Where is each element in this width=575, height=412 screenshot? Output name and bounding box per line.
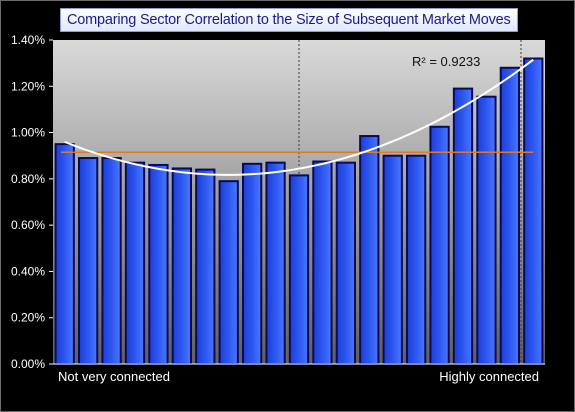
bar bbox=[288, 174, 310, 365]
bar bbox=[78, 157, 99, 365]
bar bbox=[335, 161, 356, 365]
y-tick-label: 0.20% bbox=[11, 311, 45, 325]
bar bbox=[429, 125, 450, 365]
bar bbox=[476, 95, 497, 365]
bar bbox=[452, 87, 474, 365]
y-tick-label: 0.40% bbox=[11, 264, 45, 278]
bar bbox=[382, 154, 403, 365]
bar bbox=[312, 160, 333, 365]
bar bbox=[148, 163, 169, 365]
bar bbox=[359, 135, 380, 365]
y-tick-label: 1.40% bbox=[11, 33, 45, 47]
y-tick-label: 0.80% bbox=[11, 172, 45, 186]
bar bbox=[218, 180, 239, 365]
chart-title: Comparing Sector Correlation to the Size… bbox=[67, 12, 511, 28]
chart-title-box: Comparing Sector Correlation to the Size… bbox=[60, 8, 518, 32]
bar bbox=[523, 57, 544, 366]
bars bbox=[54, 57, 544, 366]
x-note-right: Highly connected bbox=[439, 369, 539, 384]
y-tick-label: 0.60% bbox=[11, 218, 45, 232]
bar bbox=[171, 167, 192, 365]
trend-curve bbox=[64, 58, 534, 176]
bar bbox=[265, 161, 286, 365]
bar bbox=[406, 154, 427, 365]
y-tick-label: 0.00% bbox=[11, 357, 45, 371]
bar bbox=[54, 143, 75, 365]
x-note-left: Not very connected bbox=[58, 369, 170, 384]
y-axis-ticks: 0.00% 0.20% 0.40% 0.60% 0.80% 1.00% 1.20% 1.40% bbox=[11, 33, 53, 371]
y-tick-label: 1.20% bbox=[11, 79, 45, 93]
bar bbox=[101, 157, 122, 365]
bar bbox=[499, 66, 520, 366]
y-tick-label: 1.00% bbox=[11, 126, 45, 140]
r2-label: R² = 0.9233 bbox=[412, 54, 480, 69]
bar bbox=[124, 161, 146, 365]
bar bbox=[242, 162, 263, 365]
bar bbox=[195, 168, 216, 365]
